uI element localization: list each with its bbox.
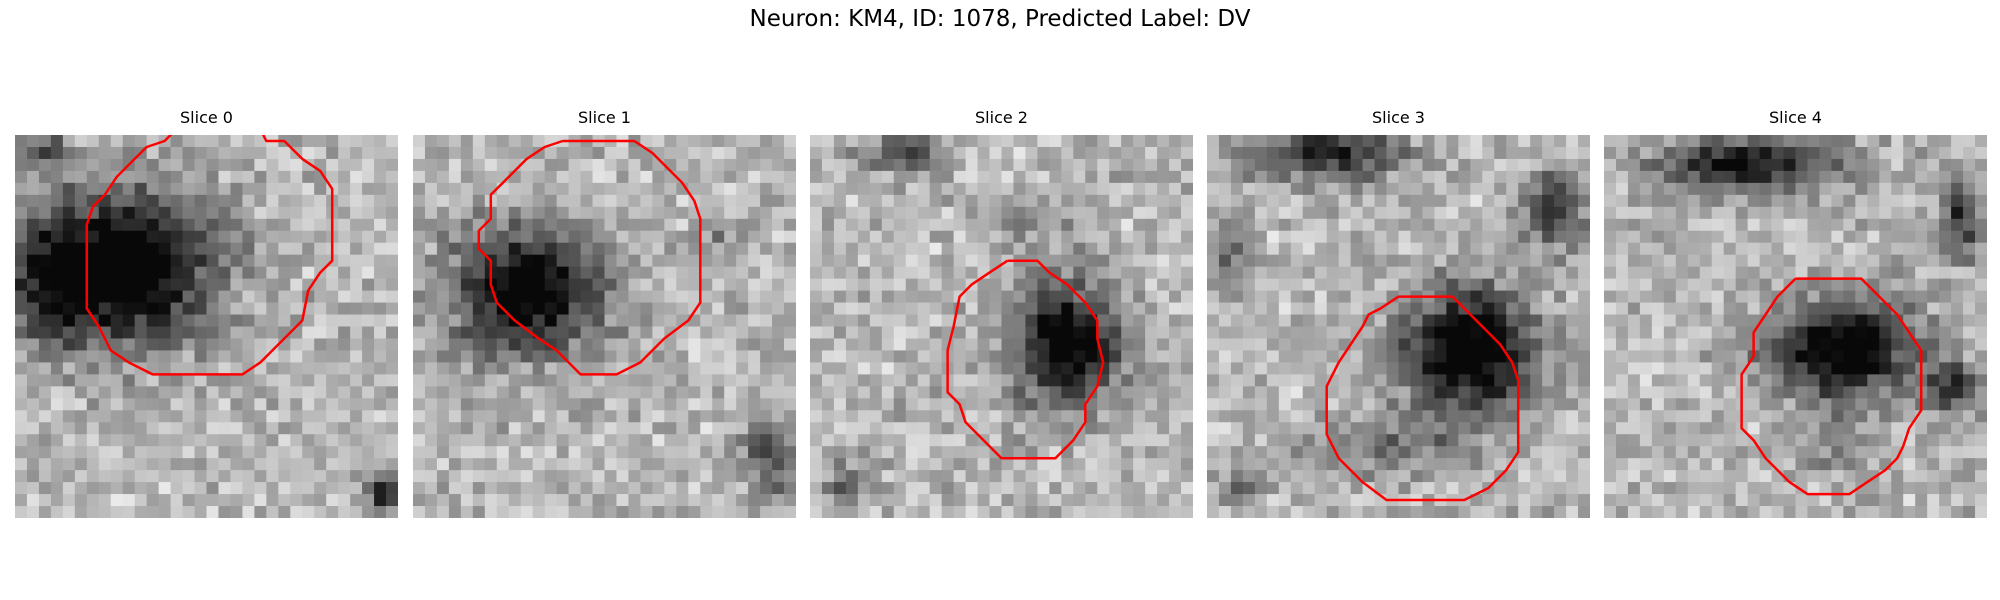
pixel-grid [810,135,1193,518]
neuron-contour [1740,277,1923,496]
neuron-contour [1325,295,1520,502]
slice-image-4 [1604,135,1987,518]
slice-title-1: Slice 1 [578,108,631,127]
figure-title: Neuron: KM4, ID: 1078, Predicted Label: … [749,6,1251,32]
slice-image-1 [413,135,796,518]
slice-title-0: Slice 0 [180,108,233,127]
slice-image-3 [1207,135,1590,518]
pixel-grid [1604,135,1987,518]
neuron-contour [477,139,702,376]
neuron-contour [946,259,1105,460]
slice-title-3: Slice 3 [1372,108,1425,127]
slice-image-2 [810,135,1193,518]
slice-image-0 [15,135,398,518]
slice-title-2: Slice 2 [975,108,1028,127]
pixel-grid [413,135,796,518]
pixel-grid [15,135,398,518]
pixel-grid [1207,135,1590,518]
slice-title-4: Slice 4 [1769,108,1822,127]
neuron-contour [85,135,334,376]
